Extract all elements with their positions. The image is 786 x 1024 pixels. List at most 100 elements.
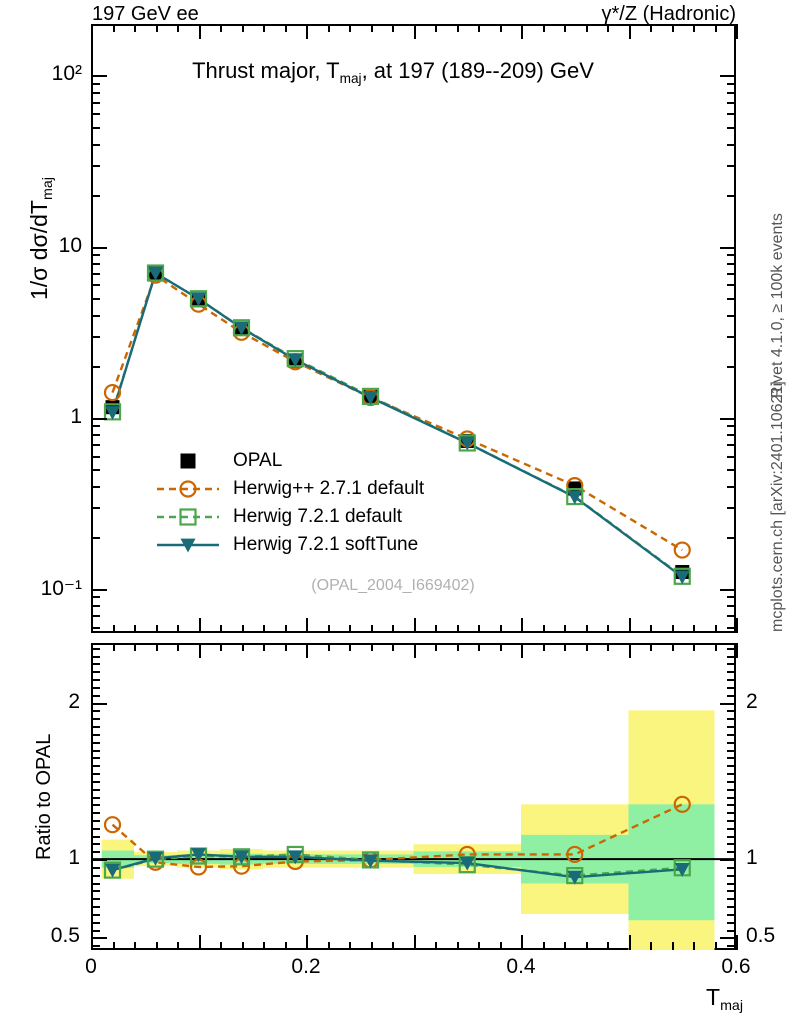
data-point-series-3: [234, 321, 249, 336]
x-major-tick: [306, 935, 308, 950]
y-minor-tick: [91, 615, 100, 618]
x-major-tick: [521, 618, 523, 633]
x-minor-tick: [370, 643, 373, 651]
analysis-id-watermark: (OPAL_2004_I669402): [311, 577, 475, 594]
ratio-y-minor-tick: [91, 741, 100, 744]
ratio-point-series-0: [673, 795, 691, 813]
x-axis-title: Tmaj: [706, 986, 744, 1014]
y-minor-tick: [727, 273, 736, 276]
y-major-tick: [91, 417, 107, 420]
y-major-tick: [720, 417, 736, 420]
ratio-point-series-2: [105, 863, 120, 878]
y-minor-tick: [91, 101, 100, 104]
ratio-y-minor-tick: [727, 898, 736, 901]
y-major-tick: [91, 588, 107, 591]
y-minor-tick: [91, 143, 100, 146]
ratio-y-minor-tick: [727, 780, 736, 783]
x-minor-tick: [435, 625, 437, 633]
plot-title-post: , at 197 (189--209) GeV: [361, 58, 594, 83]
x-major-tick: [736, 24, 738, 39]
y-minor-tick: [91, 126, 100, 129]
ratio-point-series-2: [191, 848, 206, 862]
x-minor-tick: [177, 643, 179, 651]
process-label: γ*/Z (Hadronic): [601, 3, 736, 25]
x-minor-tick: [499, 942, 502, 950]
x-minor-tick: [112, 643, 115, 651]
legend-marker: [179, 508, 197, 526]
x-minor-tick: [241, 942, 244, 950]
ratio-y-ticklabel: 0.5: [50, 924, 80, 948]
ratio-point-series-1: [146, 850, 165, 868]
x-minor-tick: [220, 625, 222, 633]
x-minor-tick: [499, 625, 502, 633]
legend-label: OPAL: [233, 450, 283, 471]
x-minor-tick: [650, 625, 652, 633]
x-major-tick: [91, 24, 93, 39]
x-ticklabels: 0 0.2 0.4 0.6: [85, 955, 750, 985]
ratio-y-minor-tick: [727, 921, 736, 924]
x-minor-tick: [134, 643, 136, 651]
ratio-y-minor-tick: [727, 671, 736, 674]
x-major-tick: [413, 24, 416, 39]
ratio-y-ticklabel: 1: [68, 846, 80, 870]
ratio-y-minor-tick: [91, 663, 100, 666]
y-minor-tick: [727, 335, 736, 338]
ratio-y-minor-tick: [91, 749, 100, 752]
ratio-y-minor-tick: [727, 647, 736, 650]
x-major-tick: [413, 618, 416, 633]
x-minor-tick: [177, 625, 179, 633]
main-axis-ticks: [91, 24, 738, 633]
ratio-y-minor-tick: [91, 882, 100, 885]
ratio-y-minor-tick: [727, 773, 736, 775]
y-minor-tick: [91, 485, 100, 488]
ratio-y-minor-tick: [91, 694, 100, 697]
error-band-green: [628, 804, 715, 921]
ratio-y-minor-tick: [91, 866, 100, 869]
x-minor-tick: [392, 625, 394, 633]
x-axis-title-sub: maj: [720, 997, 744, 1014]
x-minor-tick: [564, 942, 566, 950]
ratio-y-minor-tick: [91, 679, 100, 682]
x-minor-tick: [478, 625, 480, 633]
ratio-y-minor-tick: [91, 757, 100, 760]
rivet-version-label: Rivet 4.1.0, ≥ 100k events: [769, 213, 786, 398]
x-minor-tick: [607, 625, 609, 633]
ratio-y-minor-tick: [727, 710, 736, 713]
x-minor-tick: [456, 24, 459, 32]
x-minor-tick: [607, 942, 609, 950]
y-minor-tick: [91, 506, 100, 509]
ratio-y-minor-tick: [91, 898, 100, 901]
ratio-point-series-2: [287, 850, 303, 865]
y-ticklabel: 1: [70, 404, 82, 428]
y-minor-tick: [727, 537, 736, 540]
ratio-axis-ticks: [91, 643, 738, 950]
main-y-ticklabels: 10² 10 1 10⁻¹: [0, 24, 86, 633]
y-minor-tick: [91, 596, 100, 599]
x-minor-tick: [585, 942, 588, 950]
x-minor-tick: [693, 625, 695, 633]
ratio-y-minor-tick: [727, 788, 736, 791]
y-major-tick: [91, 246, 107, 249]
ratio-y-minor-tick: [727, 804, 736, 807]
x-minor-tick: [435, 24, 437, 32]
y-minor-tick: [91, 626, 100, 629]
data-point-series-1: [103, 383, 122, 402]
ratio-y-minor-tick: [91, 726, 100, 728]
ratio-point-series-2: [234, 850, 249, 865]
legend-marker: [180, 538, 196, 553]
x-minor-tick: [112, 24, 115, 32]
x-minor-tick: [112, 942, 115, 950]
data-point-series-3: [287, 353, 303, 368]
legend-marker: [180, 453, 196, 469]
x-minor-tick: [327, 625, 330, 633]
y-minor-tick: [727, 113, 736, 116]
ratio-y-minor-tick: [727, 827, 736, 830]
y-minor-tick: [91, 195, 100, 198]
x-minor-tick: [650, 24, 652, 32]
data-point-series-3: [567, 490, 583, 505]
ratio-y-minor-tick: [91, 671, 100, 674]
x-minor-tick: [542, 942, 545, 950]
y-ticklabel: 10²: [51, 62, 82, 86]
ratio-y-minor-tick: [91, 945, 100, 948]
x-minor-tick: [499, 643, 502, 651]
